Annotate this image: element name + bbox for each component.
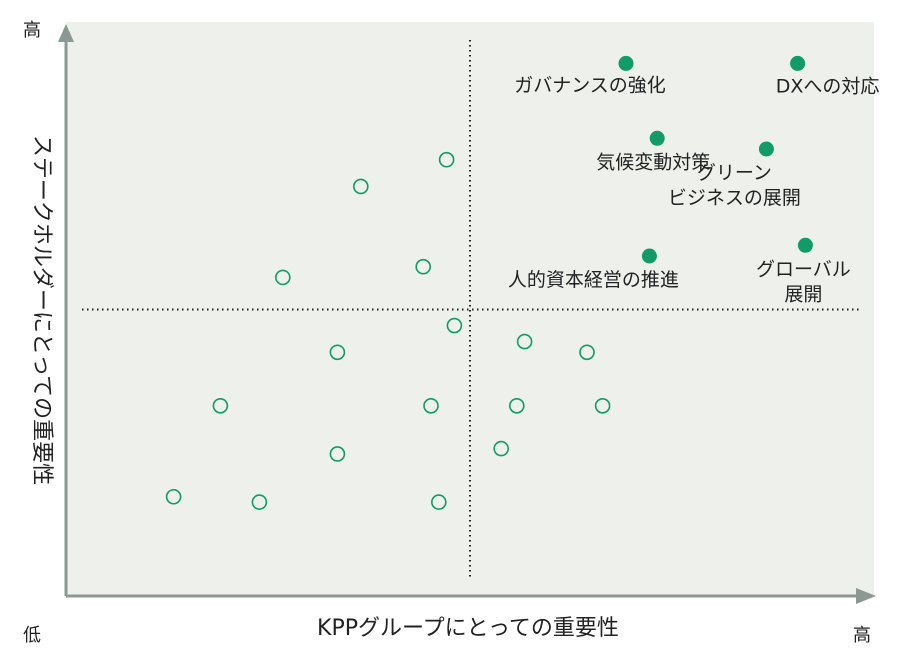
hollow-point-6	[329, 344, 346, 361]
hollow-point-13	[493, 440, 510, 457]
data-points	[165, 55, 813, 510]
hollow-point-12	[329, 446, 346, 462]
point-label-line: DXへの対応	[776, 75, 880, 97]
hollow-point-2	[274, 269, 291, 286]
point-label-line: 展開	[784, 283, 822, 305]
point-label-line: グリーン	[697, 162, 772, 184]
filled-point-4	[641, 248, 657, 264]
hollow-point-7	[579, 344, 595, 361]
hollow-point-11	[594, 397, 611, 414]
y-axis-high-label: 高	[23, 20, 41, 41]
filled-point-5	[797, 237, 813, 253]
point-label-line: ガバナンスの強化	[514, 74, 666, 96]
hollow-point-10	[508, 397, 525, 414]
hollow-point-16	[430, 494, 447, 510]
filled-point-0	[618, 55, 634, 71]
point-labels: ガバナンスの強化 DXへの対応気候変動対策グリーンビジネスの展開人的資本経営の推進…	[508, 74, 880, 305]
y-axis-arrow	[58, 24, 74, 42]
hollow-point-0	[438, 151, 455, 168]
filled-point-3	[758, 141, 774, 157]
axes	[58, 24, 876, 604]
point-label-0: ガバナンスの強化	[514, 74, 666, 96]
hollow-point-8	[212, 397, 229, 414]
hollow-point-9	[423, 397, 439, 414]
quadrant-dividers	[82, 40, 862, 580]
y-axis-title: ステークホルダーにとっての重要性	[29, 135, 54, 485]
point-label-3: グリーンビジネスの展開	[668, 162, 801, 209]
filled-point-2	[649, 130, 665, 146]
hollow-point-5	[516, 333, 533, 350]
hollow-point-3	[415, 258, 432, 275]
point-label-line: ビジネスの展開	[668, 187, 801, 209]
point-label-line: 人的資本経営の推進	[508, 269, 679, 291]
x-axis-arrow	[856, 588, 876, 604]
x-axis-title: KPPグループにとっての重要性	[317, 616, 619, 641]
point-label-1: DXへの対応	[776, 75, 880, 97]
x-axis-high-label: 高	[853, 625, 871, 646]
point-label-4: 人的資本経営の推進	[508, 269, 679, 291]
point-label-line: 気候変動対策	[596, 151, 710, 173]
origin-low-label: 低	[23, 625, 41, 646]
hollow-point-1	[352, 178, 369, 195]
filled-point-1	[790, 55, 806, 71]
hollow-point-4	[446, 317, 463, 334]
point-label-5: グローバル展開	[756, 258, 851, 305]
hollow-point-15	[251, 494, 268, 510]
point-label-line: グローバル	[756, 258, 851, 280]
hollow-point-14	[165, 488, 182, 505]
point-label-2: 気候変動対策	[596, 151, 710, 173]
